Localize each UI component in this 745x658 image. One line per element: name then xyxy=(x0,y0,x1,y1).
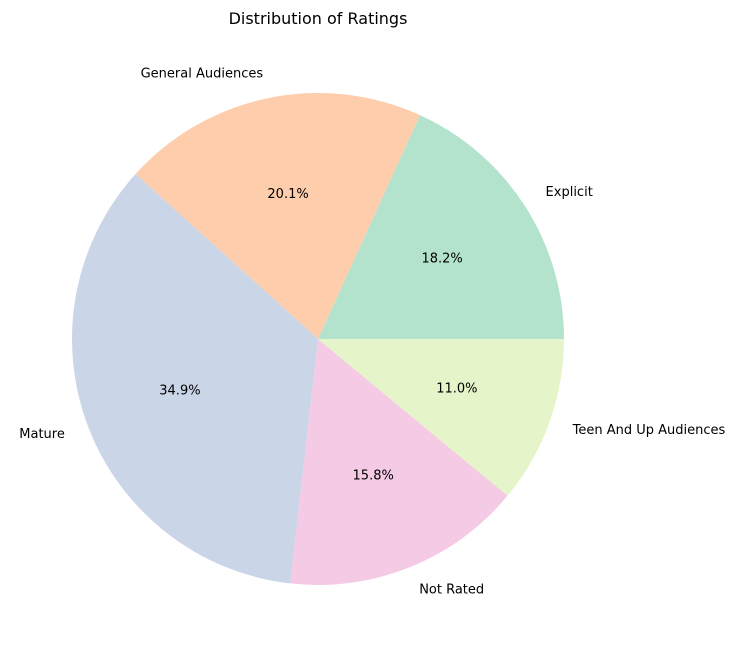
percent-label-mature: 34.9% xyxy=(159,384,200,399)
slice-labels: Explicit 18.2% General Audiences 20.1% Matur… xyxy=(19,67,725,598)
percent-label-teen-and-up-audiences: 11.0% xyxy=(436,381,477,396)
pie-slice-teen-and-up-audiences xyxy=(318,339,564,496)
pie-slices xyxy=(71,92,564,585)
category-label-not-rated: Not Rated xyxy=(419,582,484,597)
pie-slice-general-audiences xyxy=(135,92,420,340)
category-label-mature: Mature xyxy=(19,427,65,442)
category-label-teen-and-up-audiences: Teen And Up Audiences xyxy=(572,423,726,438)
chart-title: Distribution of Ratings xyxy=(229,9,408,28)
pie-slice-not-rated xyxy=(290,339,508,585)
percent-label-not-rated: 15.8% xyxy=(353,468,394,483)
percent-label-general-audiences: 20.1% xyxy=(267,187,308,202)
pie-slice-mature xyxy=(71,174,318,584)
category-label-explicit: Explicit xyxy=(546,185,593,200)
category-label-general-audiences: General Audiences xyxy=(141,67,264,82)
percent-label-explicit: 18.2% xyxy=(421,252,462,267)
pie-slice-explicit xyxy=(318,115,564,340)
